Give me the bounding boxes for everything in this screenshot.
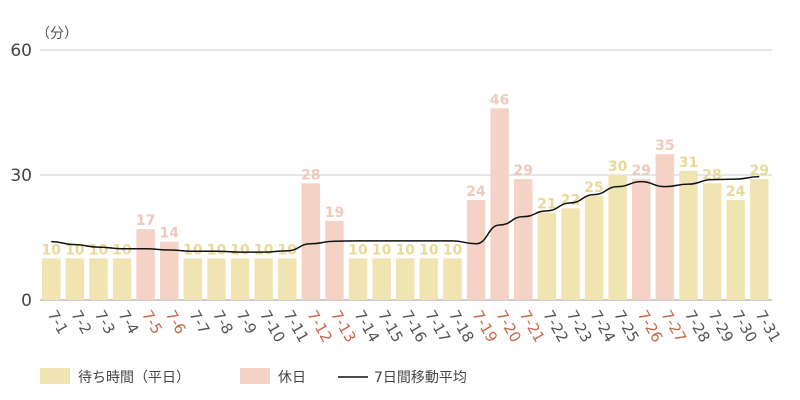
data-label-7-17: 10 bbox=[419, 242, 439, 258]
holiday-bar-7-20 bbox=[490, 108, 509, 300]
legend-swatch-holiday bbox=[240, 368, 270, 384]
data-label-7-19: 24 bbox=[466, 184, 486, 200]
weekday-bar-7-15 bbox=[372, 258, 391, 300]
data-label-7-30: 24 bbox=[726, 184, 746, 200]
weekday-bar-7-7 bbox=[183, 258, 203, 300]
data-label-7-13: 19 bbox=[325, 205, 344, 221]
data-label-7-26: 29 bbox=[632, 163, 651, 179]
legend-label-weekday: 待ち時間（平日） bbox=[78, 370, 190, 386]
holiday-bar-7-13 bbox=[325, 220, 344, 300]
data-label-7-25: 30 bbox=[608, 159, 628, 175]
data-label-7-2: 10 bbox=[65, 242, 85, 258]
weekday-bar-7-2 bbox=[65, 258, 85, 300]
data-label-7-12: 28 bbox=[301, 167, 320, 183]
weekday-bar-7-16 bbox=[396, 258, 415, 300]
holiday-bar-7-19 bbox=[466, 200, 486, 300]
weekday-bar-7-22 bbox=[537, 212, 557, 300]
x-tick-labels: 7-17-27-37-47-57-67-77-87-97-107-117-127… bbox=[44, 307, 785, 345]
data-label-7-10: 10 bbox=[254, 242, 274, 258]
weekday-bar-7-14 bbox=[348, 258, 368, 300]
data-label-7-14: 10 bbox=[348, 242, 368, 258]
x-tick-label-7-9: 7-9 bbox=[233, 307, 261, 337]
x-tick-label-7-2: 7-2 bbox=[67, 307, 95, 337]
holiday-bar-7-21 bbox=[514, 179, 533, 300]
x-tick-label-7-7: 7-7 bbox=[185, 307, 213, 337]
x-tick-label-7-8: 7-8 bbox=[209, 307, 237, 337]
y-tick-label: 60 bbox=[10, 41, 32, 61]
data-label-7-8: 10 bbox=[207, 242, 227, 258]
data-label-7-1: 10 bbox=[42, 242, 62, 258]
data-label-7-21: 29 bbox=[514, 163, 533, 179]
x-tick-label-7-6: 7-6 bbox=[162, 307, 190, 337]
bars bbox=[42, 108, 769, 300]
holiday-bar-7-27 bbox=[655, 154, 675, 300]
legend-label-holiday: 休日 bbox=[278, 370, 306, 386]
data-label-7-9: 10 bbox=[230, 242, 250, 258]
holiday-bar-7-6 bbox=[160, 241, 179, 300]
holiday-bar-7-5 bbox=[136, 229, 155, 300]
weekday-bar-7-24 bbox=[584, 195, 604, 300]
data-label-7-18: 10 bbox=[443, 242, 463, 258]
weekday-bar-7-25 bbox=[608, 175, 627, 300]
weekday-bar-7-31 bbox=[750, 179, 769, 300]
holiday-bar-7-12 bbox=[301, 183, 321, 300]
y-tick-label: 0 bbox=[21, 291, 32, 311]
legend-label-moving-average: 7日間移動平均 bbox=[374, 370, 467, 386]
data-label-7-23: 22 bbox=[561, 192, 580, 208]
data-label-7-3: 10 bbox=[89, 242, 109, 258]
weekday-bar-7-8 bbox=[207, 258, 226, 300]
weekday-bar-7-28 bbox=[679, 170, 698, 300]
data-label-7-5: 17 bbox=[136, 213, 155, 229]
legend-swatch-weekday bbox=[40, 368, 70, 384]
weekday-bar-7-18 bbox=[443, 258, 462, 300]
data-label-7-16: 10 bbox=[396, 242, 416, 258]
weekday-bar-7-3 bbox=[89, 258, 108, 300]
data-label-7-4: 10 bbox=[112, 242, 132, 258]
weekday-bar-7-17 bbox=[419, 258, 439, 300]
x-tick-label-7-1: 7-1 bbox=[44, 307, 72, 337]
weekday-bar-7-4 bbox=[112, 258, 132, 300]
data-label-7-28: 31 bbox=[679, 155, 698, 171]
data-label-7-15: 10 bbox=[372, 242, 392, 258]
data-label-7-7: 10 bbox=[183, 242, 203, 258]
weekday-bar-7-10 bbox=[254, 258, 273, 300]
weekday-bar-7-29 bbox=[702, 183, 722, 300]
x-tick-label-7-5: 7-5 bbox=[138, 307, 166, 337]
x-tick-label-7-4: 7-4 bbox=[115, 307, 143, 337]
legend: 待ち時間（平日） 休日 7日間移動平均 bbox=[40, 368, 467, 386]
weekday-bar-7-9 bbox=[230, 258, 250, 300]
weekday-bar-7-1 bbox=[42, 258, 61, 300]
data-label-7-27: 35 bbox=[655, 138, 674, 154]
weekday-bar-7-11 bbox=[278, 258, 297, 300]
data-label-7-22: 21 bbox=[537, 197, 556, 213]
holiday-bar-7-26 bbox=[632, 179, 651, 300]
y-tick-label: 30 bbox=[10, 166, 32, 186]
data-label-7-24: 25 bbox=[584, 180, 603, 196]
data-label-7-6: 14 bbox=[160, 226, 180, 242]
weekday-bar-7-23 bbox=[561, 208, 580, 300]
weekday-bar-7-30 bbox=[726, 200, 745, 300]
x-tick-label-7-31: 7-31 bbox=[752, 307, 785, 345]
x-tick-label-7-3: 7-3 bbox=[91, 307, 119, 337]
data-label-7-31: 29 bbox=[750, 163, 769, 179]
y-axis-unit-label: （分） bbox=[36, 26, 78, 42]
data-label-7-20: 46 bbox=[490, 92, 509, 108]
moving-average-line bbox=[51, 175, 760, 253]
y-tick-labels: 0 30 60 bbox=[10, 41, 32, 311]
